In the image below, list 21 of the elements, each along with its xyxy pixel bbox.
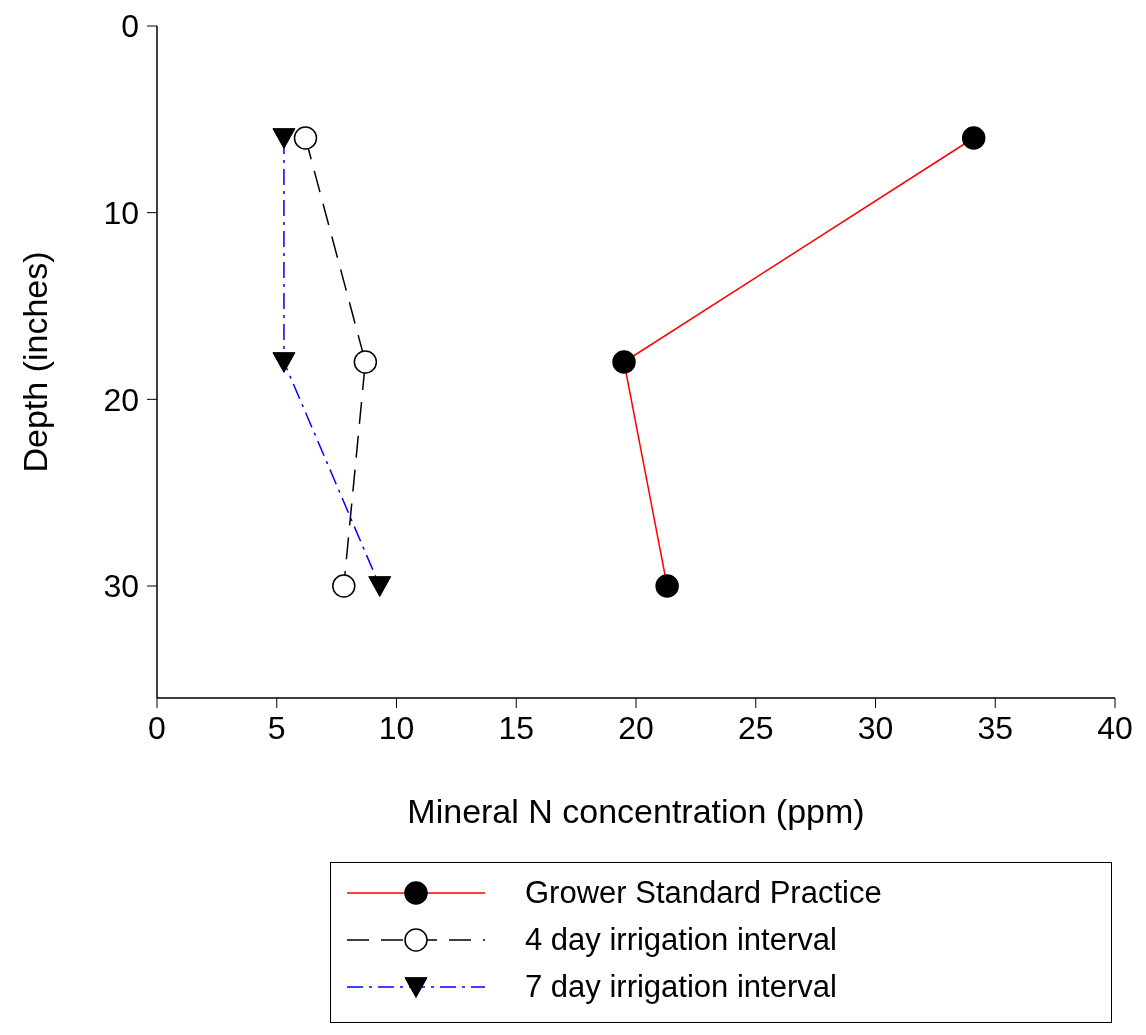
x-tick-label: 15 (498, 709, 535, 746)
y-tick-label: 30 (103, 568, 139, 605)
x-tick-label: 25 (737, 709, 774, 746)
x-tick-label: 20 (618, 709, 654, 746)
y-axis-title: Depth (inches) (16, 251, 55, 473)
point (332, 574, 356, 598)
y-tick-label: 20 (103, 381, 139, 418)
legend-label: Grower Standard Practice (525, 874, 882, 911)
y-tick-label: 0 (121, 8, 139, 45)
x-tick-label: 40 (1097, 709, 1133, 746)
x-tick-label: 10 (378, 709, 415, 746)
legend-label: 7 day irrigation interval (525, 968, 837, 1005)
y-tick-label: 10 (103, 195, 139, 232)
x-tick-label: 35 (977, 709, 1014, 746)
point (293, 126, 318, 150)
legend-label: 4 day irrigation interval (525, 921, 837, 958)
x-tick-label: 5 (267, 709, 286, 746)
x-tick-label: 30 (857, 709, 894, 746)
x-tick-label: 0 (148, 709, 166, 746)
x-axis-title: Mineral N concentration (ppm) (407, 792, 865, 830)
point (353, 350, 378, 374)
